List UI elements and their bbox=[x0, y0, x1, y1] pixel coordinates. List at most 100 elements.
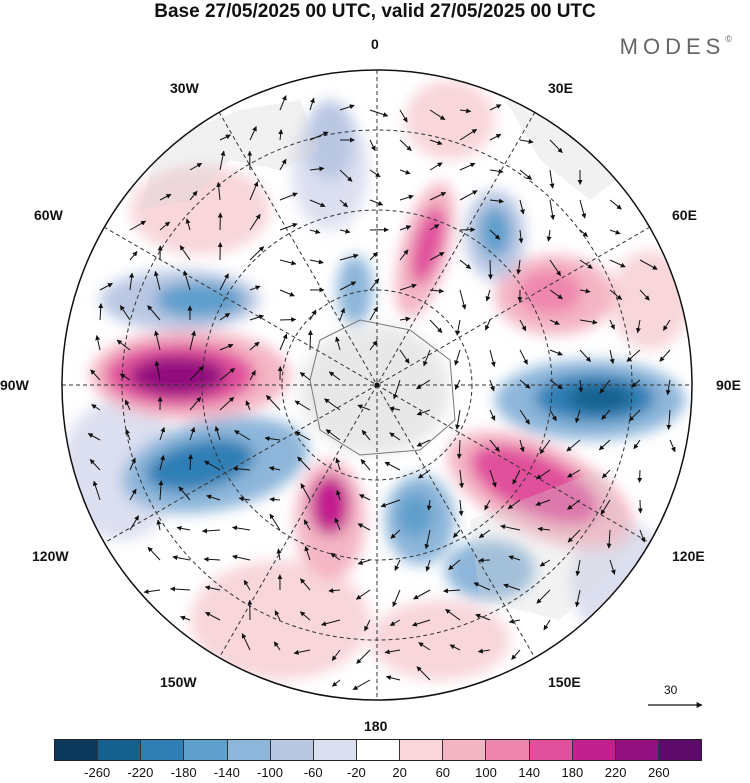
colorbar-tick-label: -220 bbox=[127, 765, 154, 780]
lon-label-150w: 150W bbox=[160, 674, 197, 690]
colorbar-tick-label: -180 bbox=[170, 765, 197, 780]
wind-arrow bbox=[360, 459, 371, 471]
wind-arrow bbox=[90, 369, 101, 381]
wind-arrow bbox=[369, 340, 378, 351]
wind-arrow bbox=[324, 398, 341, 411]
brand-text: MODES bbox=[619, 34, 726, 59]
wind-arrow bbox=[454, 349, 461, 366]
wind-arrow bbox=[606, 529, 612, 549]
colorbar-tick-label: 260 bbox=[647, 765, 670, 780]
wind-arrow bbox=[535, 499, 551, 506]
wind-arrow bbox=[238, 496, 251, 502]
wind-arrow bbox=[183, 270, 191, 291]
wind-arrow bbox=[219, 150, 226, 171]
wind-arrow bbox=[626, 349, 641, 362]
wind-arrow bbox=[489, 349, 496, 367]
wind-arrow bbox=[268, 466, 281, 471]
wind-arrow bbox=[304, 545, 311, 561]
wind-arrow bbox=[575, 559, 581, 577]
wind-arrow bbox=[189, 162, 203, 171]
wind-arrow bbox=[459, 190, 478, 201]
wind-arrow bbox=[357, 404, 371, 411]
wind-arrow bbox=[399, 349, 410, 364]
map-boundary bbox=[61, 69, 693, 701]
wind-arrow bbox=[309, 166, 325, 172]
wind-arrow bbox=[234, 430, 251, 441]
wind-arrow bbox=[549, 319, 560, 325]
wind-arrow bbox=[516, 259, 522, 275]
wind-arrow bbox=[273, 641, 281, 651]
wind-arrow bbox=[294, 431, 311, 441]
wind-arrow bbox=[399, 316, 411, 322]
wind-arrow bbox=[399, 139, 412, 151]
wind-arrow bbox=[425, 559, 431, 572]
wind-arrow bbox=[355, 589, 371, 600]
wind-arrow bbox=[539, 439, 551, 455]
wind-arrow bbox=[459, 227, 476, 233]
wind-arrow bbox=[429, 109, 446, 121]
wind-arrow bbox=[143, 589, 161, 595]
wind-arrow bbox=[519, 439, 525, 453]
wind-arrow bbox=[455, 319, 461, 336]
wind-arrow bbox=[249, 126, 257, 141]
wind-arrow bbox=[204, 585, 221, 591]
wind-arrow bbox=[330, 552, 341, 561]
colorbar-tick-label: 180 bbox=[561, 765, 584, 780]
colorbar-cell bbox=[313, 740, 357, 760]
wind-arrow bbox=[92, 480, 101, 501]
colorbar-cell bbox=[615, 740, 659, 760]
wind-arrow bbox=[249, 341, 260, 351]
wind-arrow bbox=[279, 158, 287, 171]
wind-arrow bbox=[429, 319, 443, 333]
wind-arrow bbox=[489, 379, 495, 392]
wind-arrow bbox=[189, 330, 196, 351]
wind-arrow bbox=[303, 519, 311, 531]
wind-arrow bbox=[279, 289, 295, 297]
wind-arrow bbox=[369, 169, 381, 178]
wind-arrow bbox=[339, 228, 351, 234]
wind-arrow bbox=[546, 229, 552, 242]
wind-arrow bbox=[331, 679, 341, 687]
wind-arrow bbox=[392, 589, 401, 607]
wind-arrow bbox=[380, 499, 401, 508]
wind-arrow bbox=[399, 283, 417, 291]
wind-arrow bbox=[339, 199, 348, 208]
wind-arrow bbox=[297, 456, 311, 471]
lon-label-120e: 120E bbox=[672, 548, 705, 564]
wind-arrow bbox=[599, 379, 611, 394]
wind-arrow bbox=[579, 349, 591, 362]
colorbar-cell bbox=[658, 740, 702, 760]
wind-arrow bbox=[356, 649, 371, 664]
wind-arrow bbox=[574, 589, 581, 608]
wind-arrow bbox=[300, 578, 311, 591]
wind-arrow bbox=[477, 648, 491, 654]
south-pole-marker bbox=[374, 382, 380, 388]
wind-arrow bbox=[543, 619, 551, 631]
lon-label-120w: 120W bbox=[32, 548, 69, 564]
wind-arrow bbox=[147, 546, 161, 561]
wind-arrow bbox=[278, 129, 284, 141]
wind-arrow bbox=[399, 109, 408, 123]
wind-arrow bbox=[399, 169, 411, 175]
wind-arrow bbox=[429, 251, 445, 261]
colorbar-tick-label: -140 bbox=[213, 765, 240, 780]
wind-arrow bbox=[579, 319, 598, 325]
wind-arrow bbox=[579, 229, 588, 237]
wind-arrow bbox=[352, 679, 371, 691]
wind-arrow bbox=[609, 319, 615, 330]
wind-arrow bbox=[416, 379, 431, 390]
wind-arrow bbox=[519, 169, 532, 180]
colorbar-tick-label: 140 bbox=[518, 765, 541, 780]
wind-arrow bbox=[578, 379, 584, 393]
wind-arrow bbox=[549, 139, 563, 154]
wind-arrow bbox=[369, 251, 378, 261]
wind-arrow bbox=[309, 309, 317, 321]
wind-arrow bbox=[189, 365, 204, 381]
wind-arrow bbox=[178, 486, 191, 501]
wind-arrow bbox=[276, 548, 282, 561]
wind-arrow bbox=[249, 246, 265, 261]
wind-arrow bbox=[662, 319, 671, 331]
wind-arrow bbox=[416, 666, 431, 681]
map-title: Base 27/05/2025 00 UTC, valid 27/05/2025… bbox=[154, 1, 596, 22]
wind-arrow bbox=[399, 225, 412, 231]
